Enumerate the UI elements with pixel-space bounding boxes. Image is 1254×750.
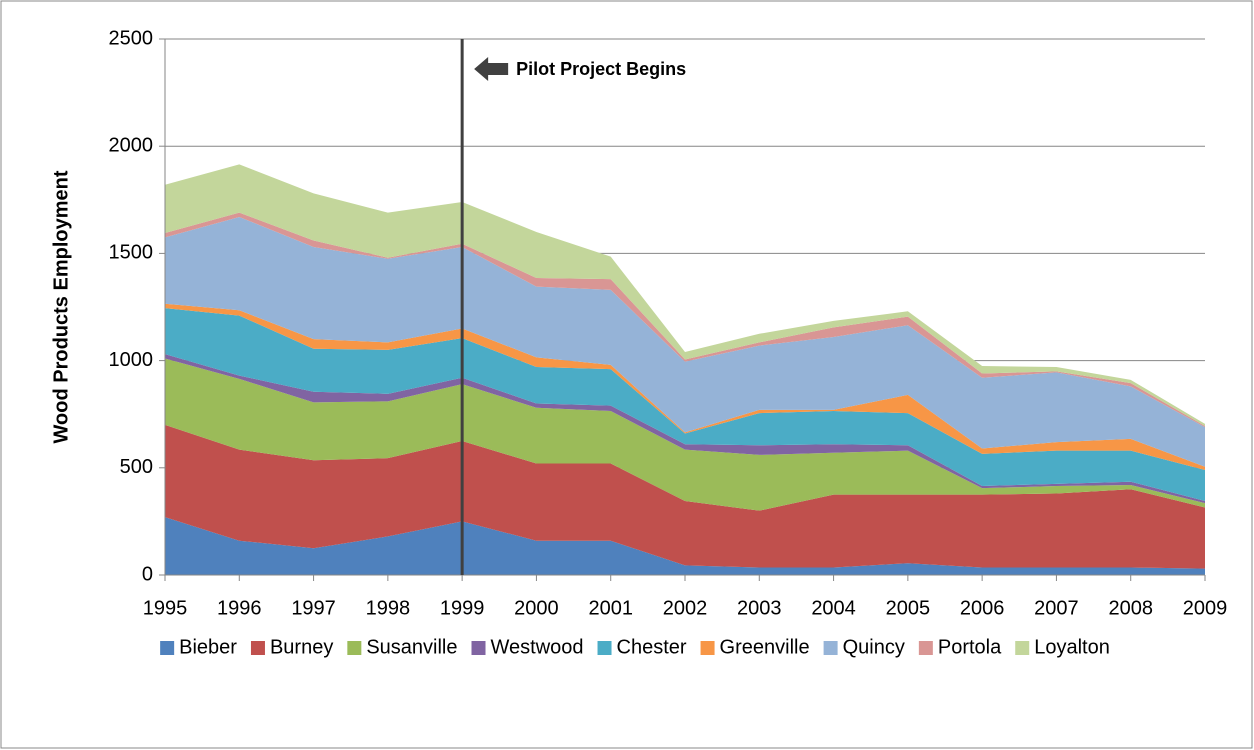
x-tick-label: 2000 <box>514 597 559 619</box>
annotation-arrow <box>474 57 509 81</box>
legend-swatch <box>1015 641 1030 655</box>
x-tick-label: 1998 <box>366 597 411 619</box>
area <box>165 424 1205 569</box>
legend-swatch <box>918 641 933 655</box>
legend-swatch <box>823 641 838 655</box>
legend-label: Quincy <box>843 636 905 658</box>
x-tick-label: 2001 <box>588 597 633 619</box>
legend-label: Bieber <box>179 636 237 658</box>
y-tick-label: 0 <box>142 563 153 585</box>
x-tick-label: 1995 <box>143 597 188 619</box>
x-tick-label: 1996 <box>217 597 262 619</box>
x-tick-label: 2008 <box>1108 597 1153 619</box>
area <box>165 216 1205 467</box>
area <box>165 164 1205 426</box>
legend-label: Greenville <box>720 636 810 658</box>
legend-label: Susanville <box>366 636 457 658</box>
x-tick-label: 2004 <box>811 597 856 619</box>
y-tick-label: 1500 <box>109 242 154 264</box>
x-tick-label: 2002 <box>663 597 708 619</box>
x-tick-label: 2006 <box>960 597 1005 619</box>
legend-swatch <box>347 641 362 655</box>
legend-swatch <box>471 641 486 655</box>
y-tick-label: 1000 <box>109 349 154 371</box>
legend-label: Burney <box>270 636 333 658</box>
legend-swatch <box>160 641 175 655</box>
area <box>165 354 1205 504</box>
legend-label: Portola <box>938 636 1002 658</box>
area <box>165 517 1205 575</box>
axes: 0 500 1000 1500 2000 2500 1995 1996 1997 1998 1999… <box>109 27 1228 619</box>
legend-label: Chester <box>617 636 687 658</box>
y-tick-label: 2000 <box>109 134 154 156</box>
y-tick-label: 500 <box>120 456 153 478</box>
x-tick-label: 1999 <box>440 597 485 619</box>
area <box>165 303 1205 470</box>
y-axis-title: Wood Products Employment <box>50 170 72 443</box>
legend-label: Loyalton <box>1034 636 1110 658</box>
legend-swatch <box>250 641 265 655</box>
x-tick-label: 2005 <box>886 597 931 619</box>
legend: Bieber Burney Susanville Westwood Chester Gre… <box>160 636 1110 658</box>
legend-label: Westwood <box>491 636 584 658</box>
x-tick-label: 2003 <box>737 597 782 619</box>
area <box>165 358 1205 511</box>
x-tick-label: 2007 <box>1034 597 1079 619</box>
x-tick-label: 1997 <box>291 597 336 619</box>
annotation-text: Pilot Project Begins <box>516 59 686 79</box>
areas <box>165 164 1205 575</box>
legend-swatch <box>700 641 715 655</box>
x-tick-label: 2009 <box>1183 597 1228 619</box>
y-tick-label: 2500 <box>109 27 154 49</box>
area <box>165 308 1205 502</box>
legend-swatch <box>597 641 612 655</box>
